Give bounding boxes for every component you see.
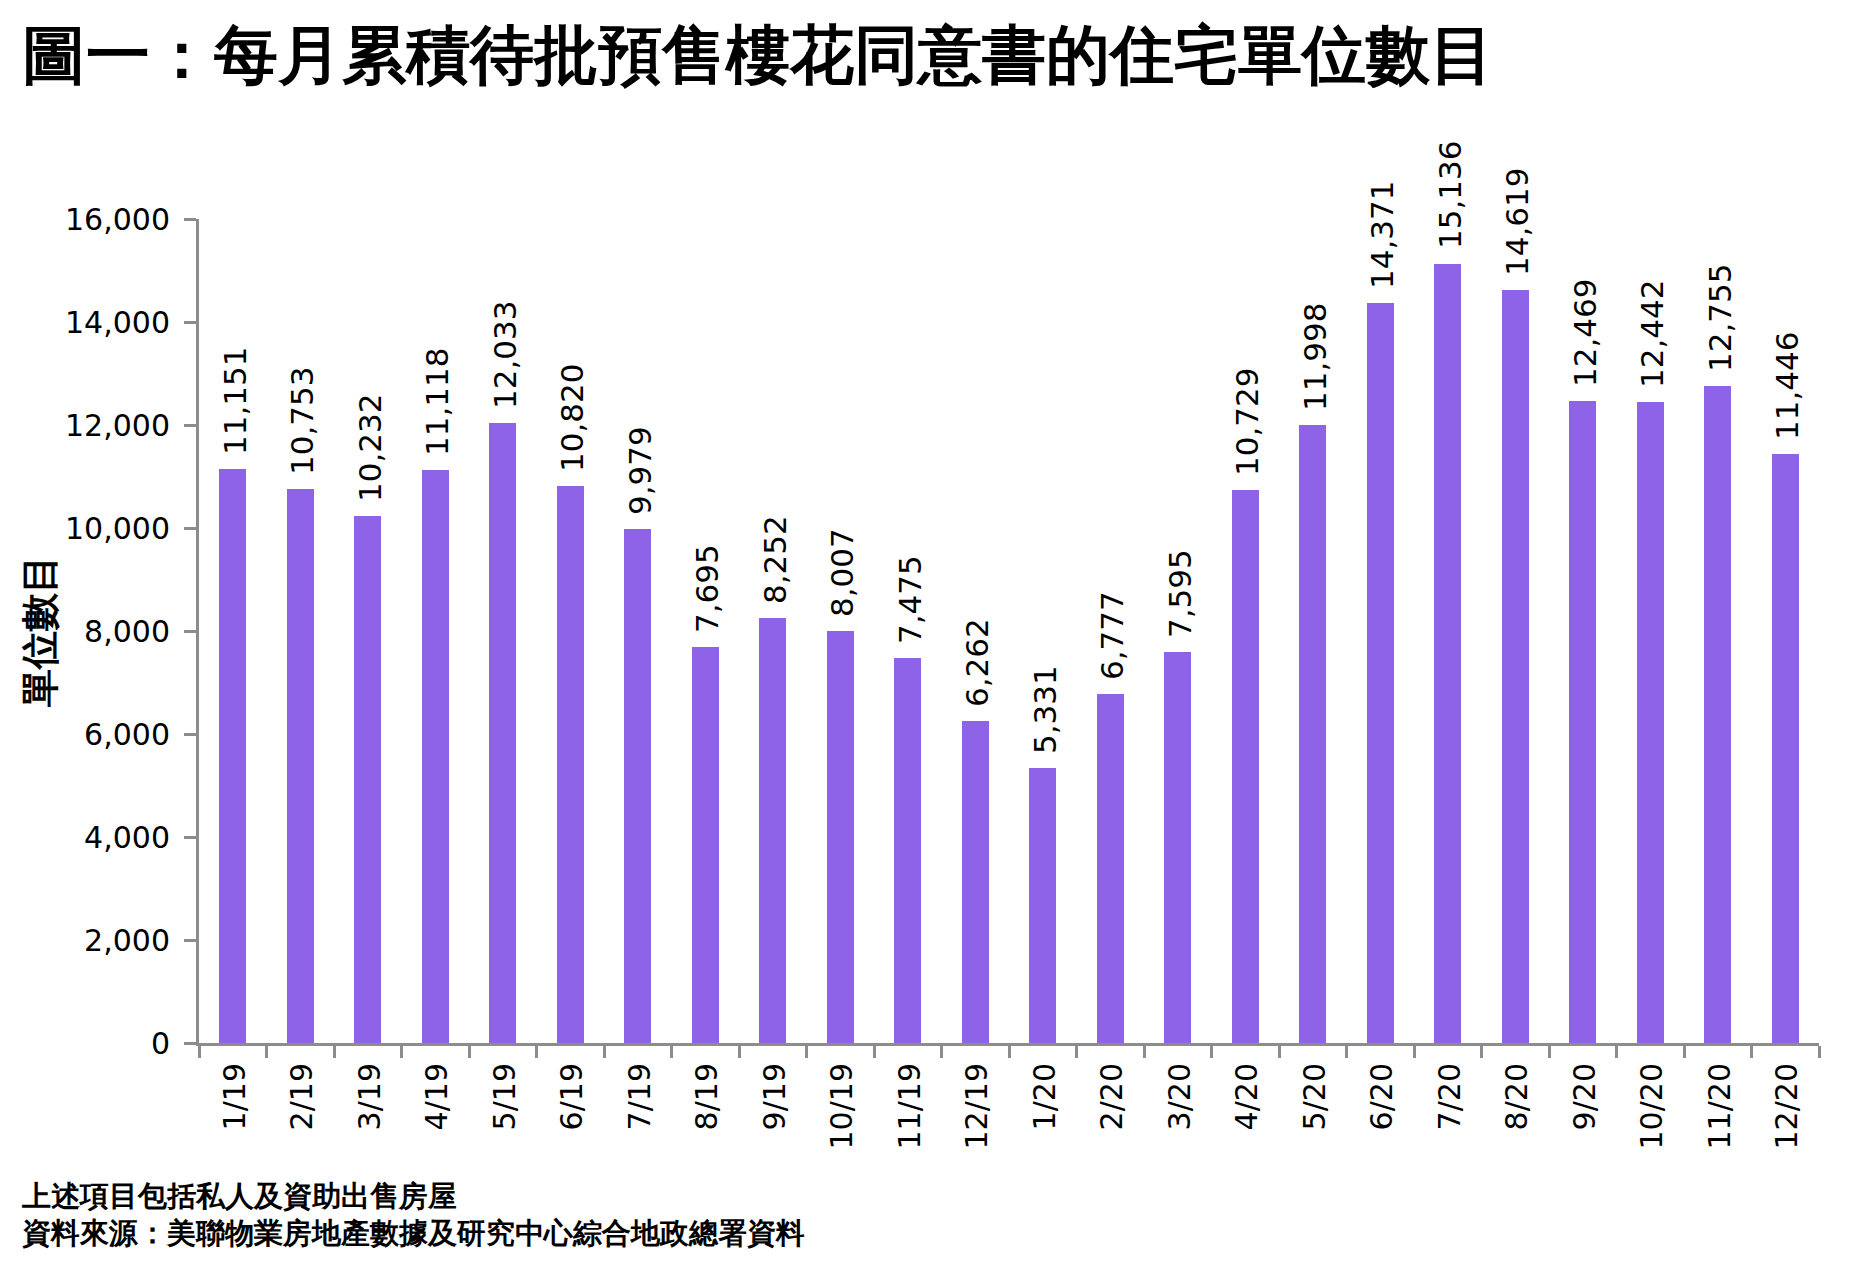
x-tick-mark — [805, 1046, 808, 1058]
x-tick-mark — [1075, 1046, 1078, 1058]
chart-page: 圖一：每月累積待批預售樓花同意書的住宅單位數目 單位數目 02,0004,000… — [0, 0, 1862, 1285]
y-tick-mark — [184, 424, 196, 427]
y-axis-title: 單位數目 — [15, 555, 66, 707]
y-tick-mark — [184, 527, 196, 530]
x-tick-mark — [333, 1046, 336, 1058]
bar — [1502, 290, 1529, 1043]
y-tick-label: 0 — [151, 1026, 170, 1061]
chart-title: 圖一：每月累積待批預售樓花同意書的住宅單位數目 — [22, 12, 1494, 99]
y-tick-mark — [184, 630, 196, 633]
x-tick-mark — [1008, 1046, 1011, 1058]
y-tick-label: 4,000 — [84, 820, 170, 855]
y-tick-label: 8,000 — [84, 614, 170, 649]
x-tick-mark — [940, 1046, 943, 1058]
y-tick-label: 6,000 — [84, 717, 170, 752]
bar — [557, 486, 584, 1043]
x-tick-mark — [873, 1046, 876, 1058]
bar — [1569, 401, 1596, 1043]
bar — [1164, 652, 1191, 1043]
y-tick-label: 16,000 — [65, 202, 170, 237]
footnote-line-1: 上述項目包括私人及資助出售房屋 — [22, 1178, 805, 1215]
bar — [1637, 402, 1664, 1043]
bar — [624, 529, 651, 1043]
bar — [1434, 264, 1461, 1044]
x-tick-mark — [1548, 1046, 1551, 1058]
bar — [1704, 386, 1731, 1043]
footnote-line-2: 資料來源：美聯物業房地產數據及研究中心綜合地政總署資料 — [22, 1215, 805, 1252]
x-tick-mark — [738, 1046, 741, 1058]
x-tick-mark — [1210, 1046, 1213, 1058]
x-tick-mark — [670, 1046, 673, 1058]
footnotes: 上述項目包括私人及資助出售房屋 資料來源：美聯物業房地產數據及研究中心綜合地政總… — [22, 1178, 805, 1252]
bar — [354, 516, 381, 1043]
y-tick-label: 14,000 — [65, 305, 170, 340]
x-tick-mark — [1615, 1046, 1618, 1058]
y-tick-mark — [184, 836, 196, 839]
y-tick-mark — [184, 321, 196, 324]
x-tick-mark — [1278, 1046, 1281, 1058]
y-tick-mark — [184, 733, 196, 736]
bar — [1232, 490, 1259, 1043]
y-tick-mark — [184, 939, 196, 942]
x-tick-mark — [265, 1046, 268, 1058]
bar — [1029, 768, 1056, 1043]
x-tick-mark — [1750, 1046, 1753, 1058]
bar — [827, 631, 854, 1043]
bar — [962, 721, 989, 1043]
x-tick-mark — [1480, 1046, 1483, 1058]
bar — [287, 489, 314, 1043]
x-tick-mark — [198, 1046, 201, 1058]
bar — [1097, 694, 1124, 1043]
bar — [894, 658, 921, 1043]
x-tick-mark — [603, 1046, 606, 1058]
x-tick-mark — [1683, 1046, 1686, 1058]
plot-area: 02,0004,0006,0008,00010,00012,00014,0001… — [199, 219, 1819, 1043]
y-tick-label: 12,000 — [65, 408, 170, 443]
bar — [422, 470, 449, 1043]
x-tick-mark — [400, 1046, 403, 1058]
bar — [1299, 425, 1326, 1043]
y-axis-line — [196, 219, 199, 1046]
bar — [1367, 303, 1394, 1043]
y-tick-label: 2,000 — [84, 923, 170, 958]
x-tick-mark — [1143, 1046, 1146, 1058]
bar — [759, 618, 786, 1043]
bar — [219, 469, 246, 1043]
bar — [1772, 454, 1799, 1043]
y-tick-label: 10,000 — [65, 511, 170, 546]
x-tick-mark — [468, 1046, 471, 1058]
bar — [489, 423, 516, 1043]
bar — [692, 647, 719, 1043]
y-tick-mark — [184, 1042, 196, 1045]
y-tick-mark — [184, 218, 196, 221]
x-tick-mark — [1413, 1046, 1416, 1058]
x-tick-mark — [1345, 1046, 1348, 1058]
x-tick-mark — [535, 1046, 538, 1058]
x-tick-mark — [1818, 1046, 1821, 1058]
